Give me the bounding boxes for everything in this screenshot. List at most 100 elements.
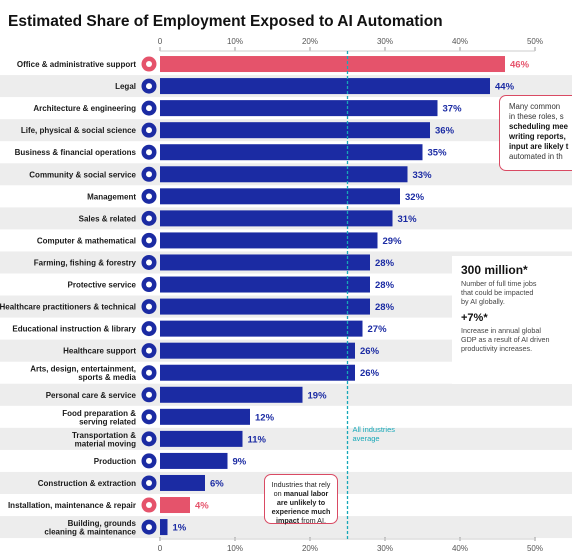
bar — [160, 474, 205, 491]
chart-title: Estimated Share of Employment Exposed to… — [8, 13, 443, 30]
bar — [160, 166, 408, 183]
category-label-line: Personal care & service — [46, 391, 137, 400]
row-stripe — [0, 427, 572, 450]
stat-gdp-line: productivity increases. — [461, 344, 533, 353]
category-label-line: sports & media — [78, 373, 136, 382]
category-label-line: Architecture & engineering — [33, 104, 136, 113]
category-label-line: Farming, fishing & forestry — [34, 258, 137, 267]
category-label-line: Educational instruction & library — [12, 325, 136, 334]
category-label-line: Computer & mathematical — [37, 236, 136, 245]
category-label: Protective service — [68, 281, 137, 290]
bar — [160, 254, 370, 271]
category-label-line: Production — [94, 457, 136, 466]
category-label-line: Construction & extraction — [38, 479, 136, 488]
stat-gdp-line: Increase in annual global — [461, 326, 541, 335]
average-reference-label-line: average — [353, 434, 380, 443]
category-label: Office & administrative support — [17, 60, 136, 69]
building-icon-glyph — [146, 105, 152, 112]
category-label: Transportation & material moving — [72, 431, 136, 449]
bar — [160, 342, 355, 359]
callout-text-bold: manual labor are unlikely to experience … — [271, 489, 331, 525]
value-label: 11% — [248, 434, 267, 445]
value-label: 9% — [233, 456, 247, 467]
stat-jobs-text: Number of full time jobs that could be i… — [461, 279, 572, 306]
bar — [160, 452, 228, 469]
category-label-line: Building, grounds — [68, 519, 137, 528]
callout-office-admin: Many common in these roles, s scheduling… — [499, 95, 572, 171]
category-label: Architecture & engineering — [33, 104, 136, 113]
category-label-line: Sales & related — [79, 214, 136, 223]
x-tick-label-bottom: 10% — [227, 544, 243, 553]
value-label: 31% — [398, 214, 418, 225]
stat-gdp-value: +7%* — [461, 312, 488, 324]
bar — [160, 100, 438, 117]
bar — [160, 122, 430, 139]
bar — [160, 56, 505, 73]
stethoscope-icon-glyph — [146, 303, 152, 310]
value-label: 44% — [495, 82, 515, 93]
category-label-line: Healthcare support — [63, 347, 136, 356]
handshake-icon-glyph — [146, 171, 152, 178]
callout-line: input are likely t — [509, 142, 569, 151]
category-label: Personal care & service — [46, 391, 137, 400]
x-tick-label-top: 30% — [377, 37, 393, 46]
category-label-line: Food preparation & — [62, 409, 136, 418]
category-label-line: Office & administrative support — [17, 60, 136, 69]
factory-icon-glyph — [146, 457, 152, 464]
bar — [160, 430, 243, 447]
x-tick-label-top: 20% — [302, 37, 318, 46]
category-label-line: Legal — [115, 82, 136, 91]
callout-text-post: from AI. — [299, 516, 326, 525]
category-label: Construction & extraction — [38, 479, 136, 488]
x-tick-label-bottom: 30% — [377, 544, 393, 553]
x-tick-label-top: 0 — [158, 37, 163, 46]
value-label: 26% — [360, 368, 380, 379]
category-label-line: Installation, maintenance & repair — [8, 501, 136, 510]
stat-jobs-line: by AI globally. — [461, 297, 505, 306]
category-label: Healthcare support — [63, 347, 136, 356]
tractor-icon-glyph — [146, 259, 152, 266]
value-label: 36% — [435, 126, 455, 137]
printer-icon-glyph — [146, 61, 152, 68]
category-label: Management — [87, 192, 136, 201]
x-tick-label-bottom: 40% — [452, 544, 468, 553]
bar — [160, 408, 250, 425]
broom-icon-glyph — [146, 524, 152, 531]
hair-dryer-icon-glyph — [146, 391, 152, 398]
bar — [160, 519, 168, 536]
callout-line: in these roles, s — [509, 112, 564, 121]
cash-register-icon-glyph — [146, 215, 152, 222]
x-tick-label-top: 40% — [452, 37, 468, 46]
bar — [160, 497, 190, 514]
category-label-line: material moving — [75, 439, 136, 448]
category-label-line: serving related — [79, 417, 136, 426]
bar — [160, 386, 303, 403]
callout-line: Many common — [509, 102, 561, 111]
callout-text-pre: Industries that rely on — [271, 480, 331, 498]
money-icon-glyph — [146, 149, 152, 156]
category-label: Sales & related — [79, 214, 136, 223]
value-label: 35% — [428, 148, 448, 159]
category-label-line: cleaning & maintenance — [44, 528, 136, 537]
category-label: Educational instruction & library — [12, 325, 136, 334]
category-label: Arts, design, entertainment, sports & med… — [30, 365, 136, 383]
value-label: 32% — [405, 192, 425, 203]
crane-icon-glyph — [146, 479, 152, 486]
stat-jobs-value: 300 million* — [461, 263, 528, 277]
category-label-line: Healthcare practitioners & technical — [0, 303, 136, 312]
bar — [160, 144, 423, 161]
callout-manual-labor: Industries that rely on manual labor are… — [264, 474, 338, 525]
stats-panel: 300 million* Number of full time jobs th… — [452, 256, 572, 384]
bar — [160, 364, 355, 381]
bar — [160, 232, 378, 249]
x-tick-label-top: 10% — [227, 37, 243, 46]
value-label: 28% — [375, 280, 395, 291]
category-label: Healthcare practitioners & technical — [0, 303, 136, 312]
category-label: Legal — [115, 82, 136, 91]
x-tick-label-bottom: 50% — [527, 544, 543, 553]
category-label: Farming, fishing & forestry — [34, 258, 137, 267]
value-label: 1% — [173, 523, 187, 534]
value-label: 19% — [308, 390, 328, 401]
row-stripe — [0, 516, 572, 539]
bar — [160, 210, 393, 227]
